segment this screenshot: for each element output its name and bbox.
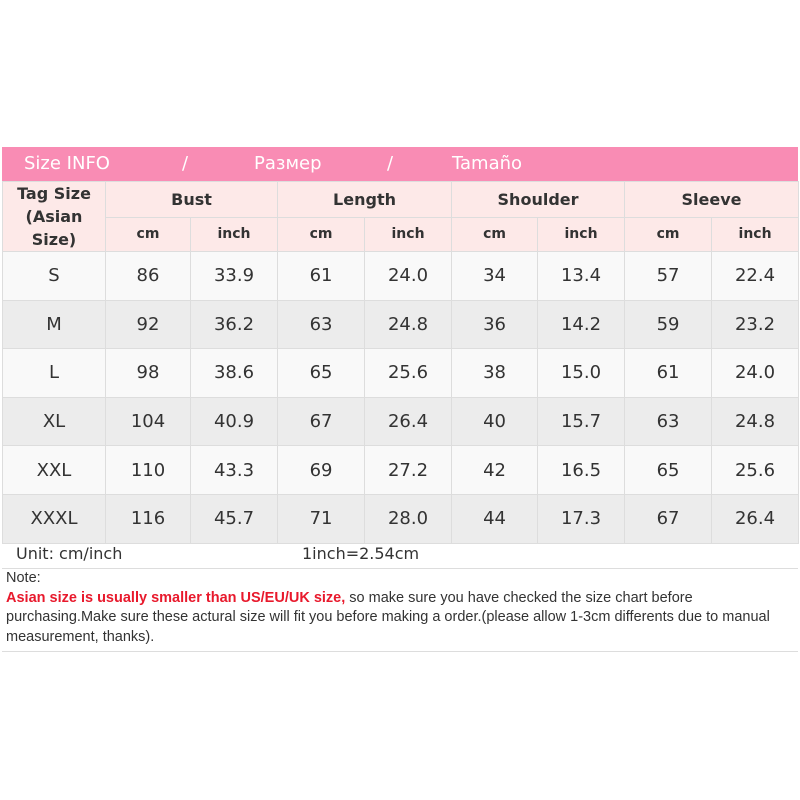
table-cell: 63 xyxy=(277,299,366,350)
tag-size-label: Tag Size xyxy=(17,184,91,203)
table-cell: 42 xyxy=(451,445,539,495)
table-cell: 61 xyxy=(624,348,713,398)
table-row: XL 104 40.9 67 26.4 40 15.7 63 24.8 xyxy=(2,396,800,447)
note-label: Note: xyxy=(6,570,41,586)
table-cell: 36.2 xyxy=(189,299,279,350)
table-cell: 24.0 xyxy=(364,251,453,301)
table-cell: 67 xyxy=(624,493,713,544)
table-cell: 61 xyxy=(277,251,366,301)
unit-row: Unit: cm/inch 1inch=2.54cm xyxy=(2,540,798,569)
table-cell: 33.9 xyxy=(189,251,279,301)
cm-subheader: cm xyxy=(105,216,191,253)
table-cell: 16.5 xyxy=(537,445,626,495)
cm-subheader: cm xyxy=(277,216,366,253)
table-cell: 26.4 xyxy=(711,493,800,544)
table-cell: 17.3 xyxy=(537,493,626,544)
table-cell: 36 xyxy=(451,299,539,350)
note-section: Note: Asian size is usually smaller than… xyxy=(2,569,798,652)
table-cell: 14.2 xyxy=(537,299,626,350)
table-cell: 45.7 xyxy=(189,493,279,544)
table-cell: 40 xyxy=(451,396,539,447)
length-header: Length xyxy=(277,181,453,218)
tag-size-header: Tag Size (Asian Size) xyxy=(2,181,106,252)
table-cell: 25.6 xyxy=(364,348,453,398)
cm-subheader: cm xyxy=(451,216,539,253)
bust-header: Bust xyxy=(104,181,279,218)
conversion-label: 1inch=2.54cm xyxy=(302,544,420,563)
table-cell: 65 xyxy=(624,445,713,495)
table-cell: 15.0 xyxy=(537,348,626,398)
table-row: XXXL 116 45.7 71 28.0 44 17.3 67 26.4 xyxy=(2,493,800,544)
cm-subheader: cm xyxy=(624,216,713,253)
table-cell: 104 xyxy=(105,396,191,447)
unit-label: Unit: cm/inch xyxy=(16,544,123,563)
table-cell: 24.0 xyxy=(711,348,800,398)
table-cell: 44 xyxy=(451,493,539,544)
shoulder-header: Shoulder xyxy=(451,181,626,218)
table-cell: 92 xyxy=(105,299,191,350)
size-cell: XXXL xyxy=(2,493,106,544)
table-cell: 86 xyxy=(105,251,191,301)
banner-title: Size INFO xyxy=(24,153,110,174)
size-table: Tag Size (Asian Size) Bust Length Shoulde… xyxy=(2,181,800,544)
inch-subheader: inch xyxy=(711,216,800,253)
asian-size-label: (Asian Size) xyxy=(25,207,83,249)
inch-subheader: inch xyxy=(364,216,453,253)
size-cell: S xyxy=(2,251,106,301)
table-row: S 86 33.9 61 24.0 34 13.4 57 22.4 xyxy=(2,251,800,301)
table-cell: 24.8 xyxy=(711,396,800,447)
table-cell: 38.6 xyxy=(189,348,279,398)
table-cell: 67 xyxy=(277,396,366,447)
table-cell: 69 xyxy=(277,445,366,495)
table-cell: 40.9 xyxy=(189,396,279,447)
table-cell: 22.4 xyxy=(711,251,800,301)
inch-subheader: inch xyxy=(537,216,626,253)
size-cell: XXL xyxy=(2,445,106,495)
table-row: XXL 110 43.3 69 27.2 42 16.5 65 25.6 xyxy=(2,445,800,495)
size-cell: L xyxy=(2,348,106,398)
note-warning: Asian size is usually smaller than US/EU… xyxy=(6,589,346,606)
size-cell: XL xyxy=(2,396,106,447)
table-cell: 65 xyxy=(277,348,366,398)
table-cell: 59 xyxy=(624,299,713,350)
table-row: L 98 38.6 65 25.6 38 15.0 61 24.0 xyxy=(2,348,800,398)
size-info-banner: Size INFO / Размер / Tamaño xyxy=(2,147,798,181)
table-cell: 116 xyxy=(105,493,191,544)
table-cell: 25.6 xyxy=(711,445,800,495)
table-cell: 63 xyxy=(624,396,713,447)
banner-separator: / xyxy=(182,153,189,174)
table-cell: 34 xyxy=(451,251,539,301)
table-cell: 43.3 xyxy=(189,445,279,495)
banner-separator: / xyxy=(387,153,394,174)
table-cell: 23.2 xyxy=(711,299,800,350)
table-cell: 71 xyxy=(277,493,366,544)
table-cell: 26.4 xyxy=(364,396,453,447)
sleeve-header: Sleeve xyxy=(624,181,800,218)
table-cell: 110 xyxy=(105,445,191,495)
table-cell: 24.8 xyxy=(364,299,453,350)
table-cell: 98 xyxy=(105,348,191,398)
table-row: M 92 36.2 63 24.8 36 14.2 59 23.2 xyxy=(2,299,800,350)
table-cell: 57 xyxy=(624,251,713,301)
table-cell: 27.2 xyxy=(364,445,453,495)
table-cell: 13.4 xyxy=(537,251,626,301)
table-cell: 28.0 xyxy=(364,493,453,544)
table-cell: 15.7 xyxy=(537,396,626,447)
size-cell: M xyxy=(2,299,106,350)
note-text: so make sure you have checked the size c… xyxy=(6,589,770,645)
table-cell: 38 xyxy=(451,348,539,398)
banner-spanish: Tamaño xyxy=(452,153,523,174)
inch-subheader: inch xyxy=(189,216,279,253)
banner-russian: Размер xyxy=(254,153,322,174)
